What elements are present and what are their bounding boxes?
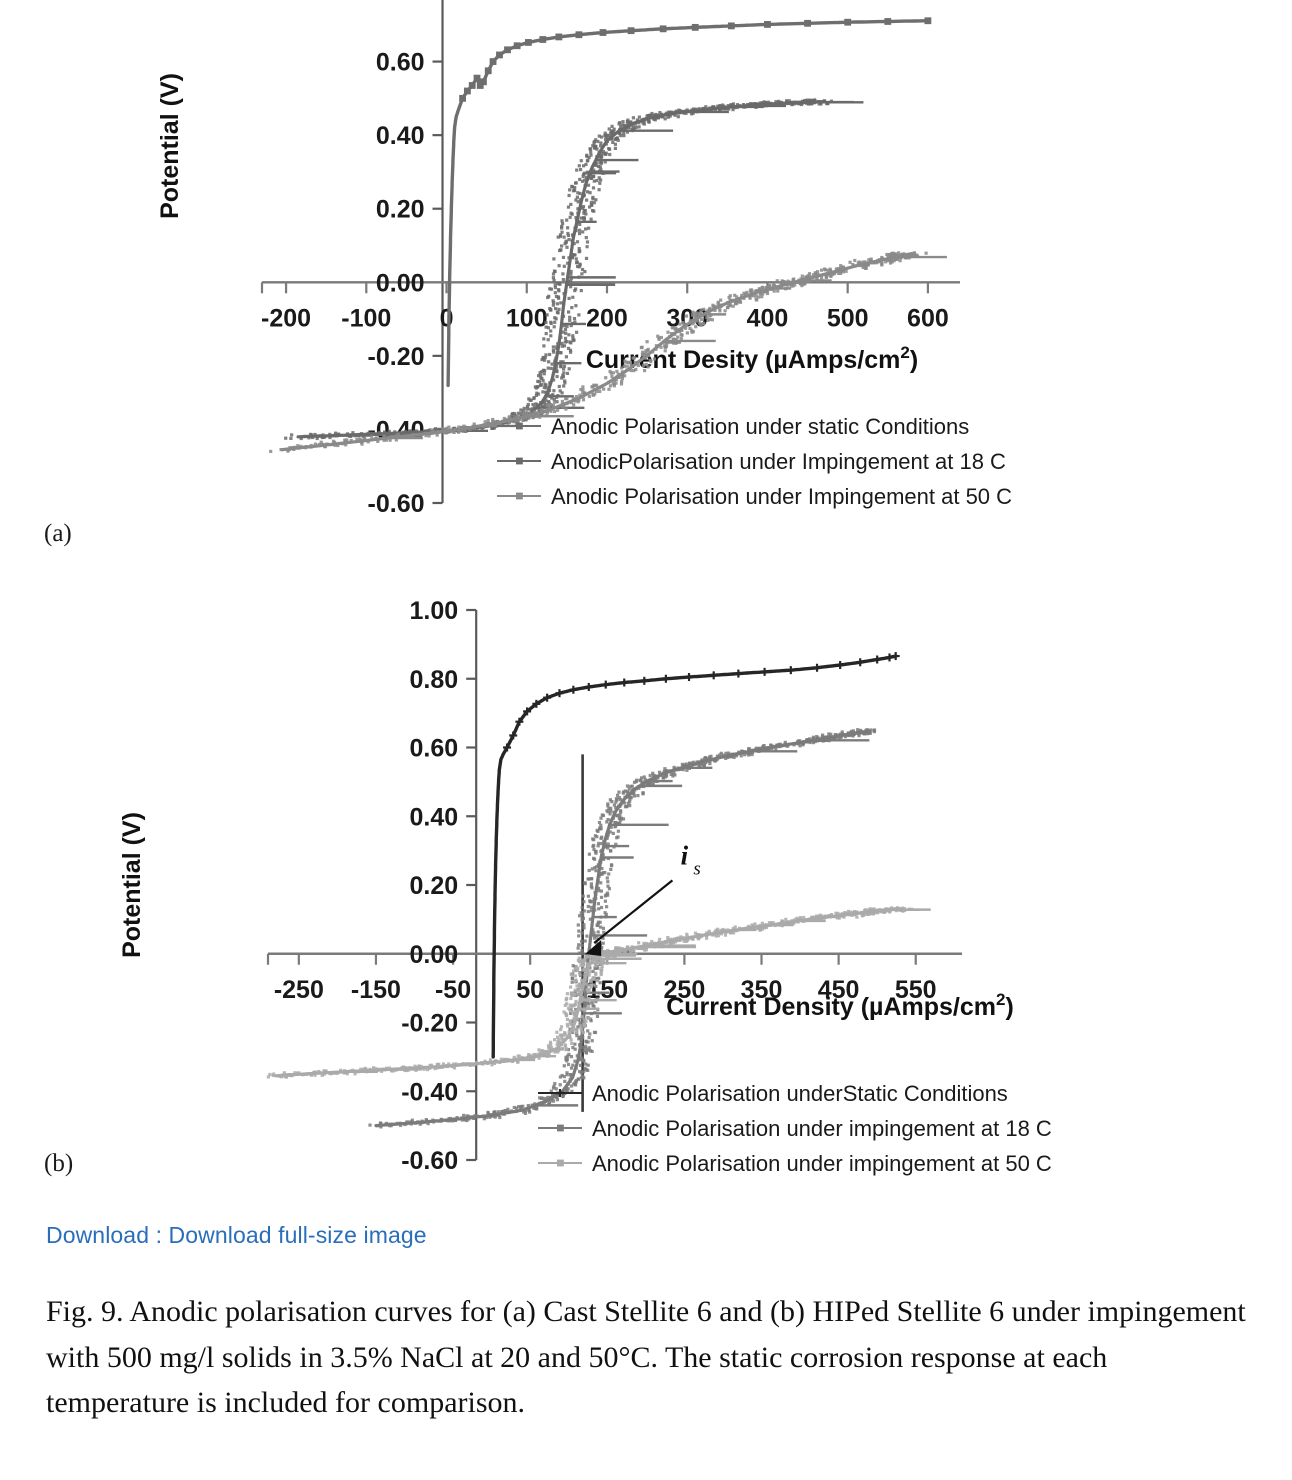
series-b-0: [491, 652, 900, 1059]
chart-b-svg: -250 -150 -50 50 150 250 350 450 5501.000.800.60…: [118, 597, 1052, 1176]
legend-label: AnodicPolarisation under Impingement at …: [551, 449, 1006, 474]
x-tick-label: 50: [516, 976, 544, 1004]
y-tick-label: -0.40: [401, 1078, 458, 1106]
annotation-label: i: [681, 840, 689, 870]
y-axis-title: Potential (V): [156, 73, 184, 219]
legend-label: Anodic Polarisation under impingement at…: [592, 1151, 1052, 1176]
x-tick-label: 200: [586, 304, 628, 332]
legend-label: Anodic Polarisation under impingement at…: [592, 1116, 1052, 1141]
y-tick-label: -0.60: [368, 490, 425, 518]
x-tick-label: -100: [341, 304, 391, 332]
annotation-subscript: s: [693, 858, 700, 879]
y-tick-label: 0.00: [376, 269, 425, 297]
panel-label-b: (b): [44, 1150, 74, 1177]
x-tick-label: -150: [351, 976, 401, 1004]
x-tick-label: -50: [435, 976, 471, 1004]
x-tick-label: 500: [827, 304, 869, 332]
x-axis-title: Current Desity (µAmps/cm2): [586, 343, 918, 374]
y-tick-label: -0.60: [401, 1147, 458, 1175]
x-tick-label: -200: [261, 304, 311, 332]
series-b-1: [368, 728, 877, 1129]
x-tick-label: 250: [664, 976, 706, 1004]
y-tick-label: 0.40: [410, 803, 459, 831]
y-tick-label: 0.80: [410, 666, 459, 694]
series-a-2: [269, 251, 947, 453]
x-tick-label: 350: [741, 976, 783, 1004]
legend-item[interactable]: Anodic Polarisation under static Conditi…: [497, 414, 969, 439]
x-tick-label: 550: [895, 976, 937, 1004]
figure-caption: Fig. 9. Anodic polarisation curves for (…: [46, 1295, 1246, 1420]
series-b-2: [266, 906, 931, 1079]
series-line: [446, 19, 930, 387]
y-tick-label: 0.60: [376, 49, 425, 77]
y-tick-label: 0.20: [410, 872, 459, 900]
y-tick-label: 0.80: [376, 0, 425, 3]
legend-item[interactable]: Anodic Polarisation under impingement at…: [538, 1116, 1052, 1141]
x-axis-title: Current Density (µAmps/cm2): [666, 990, 1014, 1021]
y-tick-label: 0.00: [410, 941, 459, 969]
x-tick-label: 100: [506, 304, 548, 332]
y-tick-label: 0.40: [376, 122, 425, 150]
x-tick-label: 0: [440, 304, 454, 332]
caption-area: Download : Download full-size image Fig.…: [0, 1222, 1292, 1426]
y-tick-label: 1.00: [410, 597, 459, 625]
legend-item[interactable]: AnodicPolarisation under Impingement at …: [497, 449, 1006, 474]
chart-panel-a: -200-10001002003004005006000.800.600.400…: [0, 0, 1292, 558]
x-tick-label: 600: [907, 304, 949, 332]
x-tick-label: -250: [274, 976, 324, 1004]
chart-a-svg: -200-10001002003004005006000.800.600.400…: [156, 0, 1012, 518]
legend-a: Anodic Polarisation under static Conditi…: [497, 414, 1012, 509]
legend-label: Anodic Polarisation underStatic Conditio…: [592, 1081, 1008, 1106]
y-tick-label: -0.20: [368, 343, 425, 371]
legend-item[interactable]: Anodic Polarisation under impingement at…: [538, 1151, 1052, 1176]
download-full-size-image-link[interactable]: Download : Download full-size image: [46, 1222, 427, 1248]
legend-item[interactable]: Anodic Polarisation underStatic Conditio…: [538, 1081, 1008, 1106]
y-axis-title: Potential (V): [118, 812, 146, 958]
chart-panel-b: -250 -150 -50 50 150 250 350 450 550 1.00 0.80 0.60…: [0, 585, 1292, 1200]
legend-label: Anodic Polarisation under Impingement at…: [551, 484, 1012, 509]
figure-image: -200-10001002003004005006000.800.600.400…: [0, 0, 1292, 1200]
legend-b: Anodic Polarisation underStatic Conditio…: [538, 1081, 1052, 1176]
legend-item[interactable]: Anodic Polarisation under Impingement at…: [497, 484, 1012, 509]
panel-label-a: (a): [44, 520, 72, 547]
series-a-1: [284, 98, 864, 441]
y-tick-label: 0.20: [376, 196, 425, 224]
x-tick-label: 450: [818, 976, 860, 1004]
x-tick-label: 400: [747, 304, 789, 332]
series-a-0: [446, 17, 932, 387]
y-tick-label: 0.60: [410, 735, 459, 763]
legend-label: Anodic Polarisation under static Conditi…: [551, 414, 969, 439]
y-tick-label: -0.20: [401, 1010, 458, 1038]
